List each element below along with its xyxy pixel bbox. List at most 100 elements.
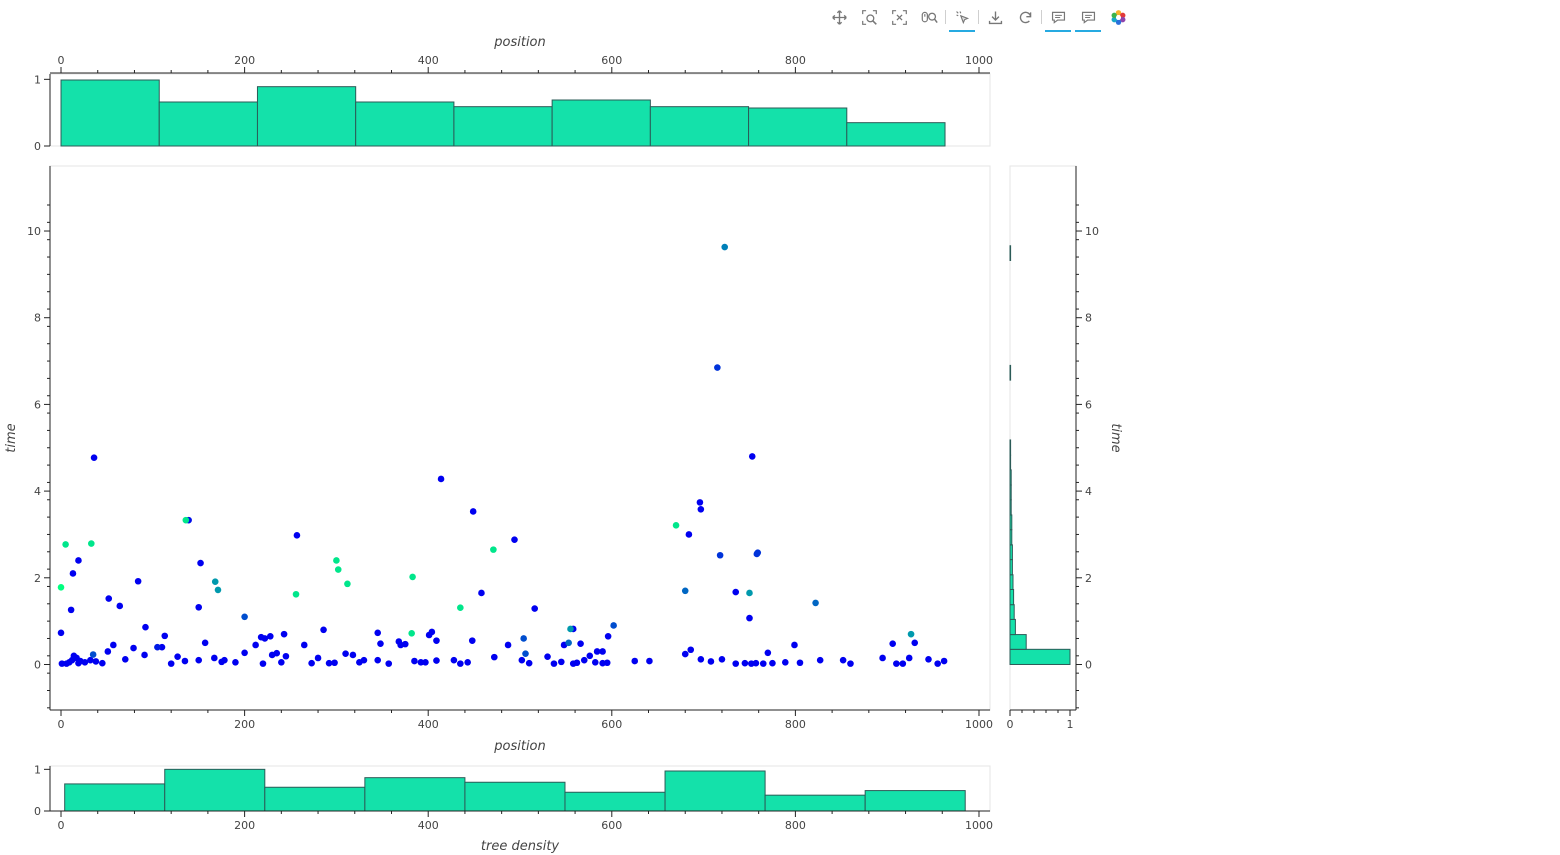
- zoom-out-tool[interactable]: [884, 3, 914, 31]
- scatter-point: [81, 659, 89, 666]
- toolbar-separator: [1041, 10, 1042, 24]
- x-tick-label: 0: [58, 819, 65, 832]
- scatter-point: [558, 658, 565, 666]
- scatter-point: [697, 655, 705, 663]
- scatter-point: [433, 637, 440, 644]
- histogram-bar: [355, 101, 455, 147]
- scatter-point: [457, 604, 464, 612]
- scatter-point: [201, 639, 209, 647]
- scatter-point: [478, 589, 485, 597]
- histogram-bar: [1009, 634, 1027, 650]
- reset-tool[interactable]: [1010, 3, 1040, 31]
- y-tick-label: 8: [34, 312, 41, 325]
- save-tool[interactable]: [980, 3, 1010, 31]
- scatter-point: [121, 655, 129, 663]
- pan-tool[interactable]: [824, 3, 854, 31]
- scatter-point: [331, 659, 338, 667]
- scatter-point: [267, 633, 274, 640]
- scatter-point: [428, 628, 436, 636]
- histogram-bar: [764, 794, 866, 812]
- scatter-point: [197, 559, 204, 567]
- histogram-bar: [264, 786, 366, 812]
- scatter-point: [681, 587, 689, 595]
- y-tick-label: 10: [1085, 225, 1099, 238]
- y-tick-label: 0: [34, 658, 41, 671]
- hover-tool[interactable]: [1043, 3, 1073, 32]
- tap-tool[interactable]: [947, 3, 977, 32]
- scatter-point: [696, 499, 704, 506]
- scatter-point: [687, 646, 695, 654]
- scatter-point: [599, 648, 606, 655]
- histogram-bar: [1009, 439, 1012, 456]
- scatter-point: [182, 516, 190, 524]
- right-y-axis-title: time: [1108, 423, 1123, 452]
- scatter-point: [308, 659, 315, 667]
- scatter-point: [714, 364, 721, 371]
- scatter-point: [273, 649, 281, 657]
- x-tick-label: 400: [418, 718, 439, 731]
- scatter-point: [550, 660, 558, 667]
- scatter-point: [718, 655, 726, 663]
- histogram-bar: [1009, 364, 1012, 381]
- scatter-point: [732, 588, 740, 596]
- x-tick-label: 200: [234, 54, 255, 67]
- box-zoom-tool[interactable]: [854, 3, 884, 31]
- histogram-bar: [1009, 529, 1013, 546]
- scatter-point: [241, 649, 248, 657]
- scatter-point: [293, 532, 301, 539]
- x-tick-label: 1000: [965, 819, 993, 832]
- y-tick-label: 6: [1085, 398, 1092, 411]
- scatter-point: [75, 557, 82, 564]
- scatter-point: [422, 659, 429, 666]
- scatter-point: [90, 454, 98, 462]
- scatter-point: [161, 632, 169, 640]
- scatter-point: [732, 660, 740, 667]
- scatter-point: [518, 656, 526, 664]
- scatter-point: [748, 453, 756, 460]
- y-tick-label: 1: [34, 73, 41, 86]
- wheel-zoom-icon: [921, 11, 938, 23]
- scatter-point: [433, 657, 440, 664]
- x-tick-label: 200: [234, 718, 255, 731]
- y-tick-label: 4: [1085, 485, 1092, 498]
- scatter-point: [464, 659, 471, 666]
- hover-tool-2[interactable]: [1073, 3, 1103, 32]
- histogram-bar: [60, 79, 160, 147]
- scatter-point: [174, 653, 181, 660]
- box-zoom-icon: [861, 9, 877, 25]
- scatter-point: [134, 577, 142, 585]
- scatter-point: [631, 657, 639, 665]
- hover-icon: [1081, 11, 1095, 24]
- scatter-point: [99, 659, 106, 667]
- scatter-point: [232, 659, 239, 666]
- scatter-point: [899, 660, 907, 667]
- scatter-point: [58, 660, 66, 667]
- scatter-point: [158, 643, 166, 651]
- x-tick-label: 800: [785, 819, 806, 832]
- histogram-bar: [1009, 648, 1071, 665]
- scatter-point: [593, 648, 601, 655]
- y-tick-label: 6: [34, 398, 41, 411]
- scatter-point: [752, 659, 760, 667]
- scatter-point: [816, 656, 824, 664]
- scatter-point: [377, 640, 384, 647]
- scatter-point: [437, 475, 445, 483]
- scatter-point: [62, 541, 69, 548]
- x-tick-label: 1000: [965, 54, 993, 67]
- scatter-point: [520, 635, 527, 642]
- x-tick-label: 1: [1067, 718, 1074, 731]
- scatter-point: [385, 660, 393, 667]
- bokeh-logo[interactable]: [1103, 3, 1133, 31]
- scatter-point: [591, 659, 599, 666]
- toolbar-separator: [978, 10, 979, 24]
- scatter-point: [685, 531, 693, 538]
- scatter-point: [374, 656, 382, 664]
- scatter-point: [681, 650, 689, 658]
- wheel-zoom-tool[interactable]: [914, 3, 944, 31]
- scatter-point: [511, 536, 518, 543]
- x-tick-label: 400: [418, 54, 439, 67]
- scatter-frame: [49, 165, 991, 711]
- x-tick-label: 800: [785, 54, 806, 67]
- histogram-bar: [664, 770, 766, 812]
